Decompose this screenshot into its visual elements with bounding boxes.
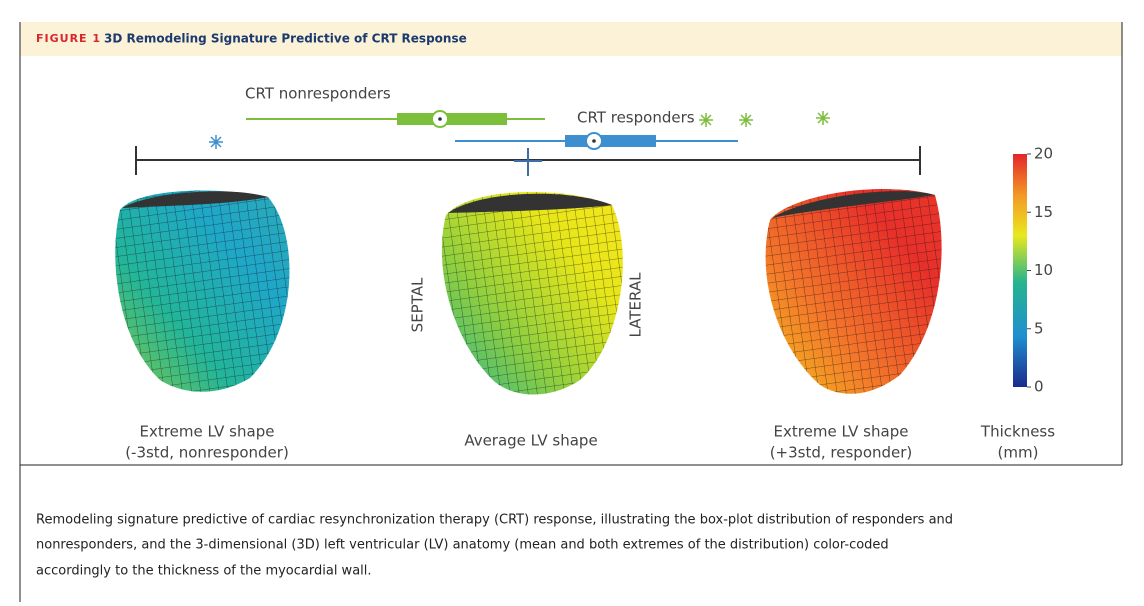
lv-shape	[766, 189, 942, 394]
shape-label: Extreme LV shape	[774, 423, 909, 441]
shape-label: (+3std, responder)	[770, 444, 913, 462]
colorbar-tick-label: 0	[1034, 378, 1044, 396]
median-dot	[438, 117, 442, 121]
figure-label: FIGURE 1	[36, 32, 101, 45]
shape-label: Extreme LV shape	[140, 423, 275, 441]
colorbar-label: (mm)	[998, 444, 1039, 462]
septal-label: SEPTAL	[409, 277, 427, 332]
shape-axis	[136, 146, 920, 176]
caption: nonresponders, and the 3-dimensional (3D…	[36, 538, 889, 553]
shape-label: Average LV shape	[464, 432, 597, 450]
box	[565, 135, 656, 147]
colorbar-tick-label: 5	[1034, 319, 1044, 337]
colorbar-tick-label: 15	[1034, 203, 1053, 221]
group-label: CRT nonresponders	[245, 85, 391, 103]
figure-title: 3D Remodeling Signature Predictive of CR…	[104, 32, 467, 46]
colorbar-label: Thickness	[980, 423, 1055, 441]
outliers	[699, 111, 830, 127]
colorbar	[1013, 154, 1027, 387]
colorbar-tick-label: 10	[1034, 261, 1053, 279]
shape-label: (-3std, nonresponder)	[125, 444, 289, 462]
colorbar-tick-label: 20	[1034, 145, 1053, 163]
caption: Remodeling signature predictive of cardi…	[36, 513, 953, 528]
box	[397, 113, 507, 125]
caption: accordingly to the thickness of the myoc…	[36, 564, 372, 579]
figure: FIGURE 1 3D Remodeling Signature Predict…	[0, 0, 1144, 602]
median-dot	[592, 139, 596, 143]
lateral-label: LATERAL	[627, 272, 645, 338]
outlier	[209, 135, 223, 149]
lv-shape	[115, 191, 289, 392]
lv-shape	[442, 192, 623, 394]
group-label: CRT responders	[577, 109, 695, 127]
